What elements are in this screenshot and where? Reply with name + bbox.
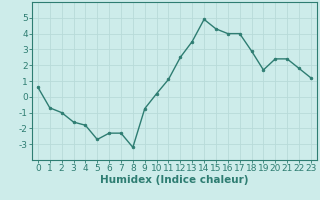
X-axis label: Humidex (Indice chaleur): Humidex (Indice chaleur) <box>100 175 249 185</box>
